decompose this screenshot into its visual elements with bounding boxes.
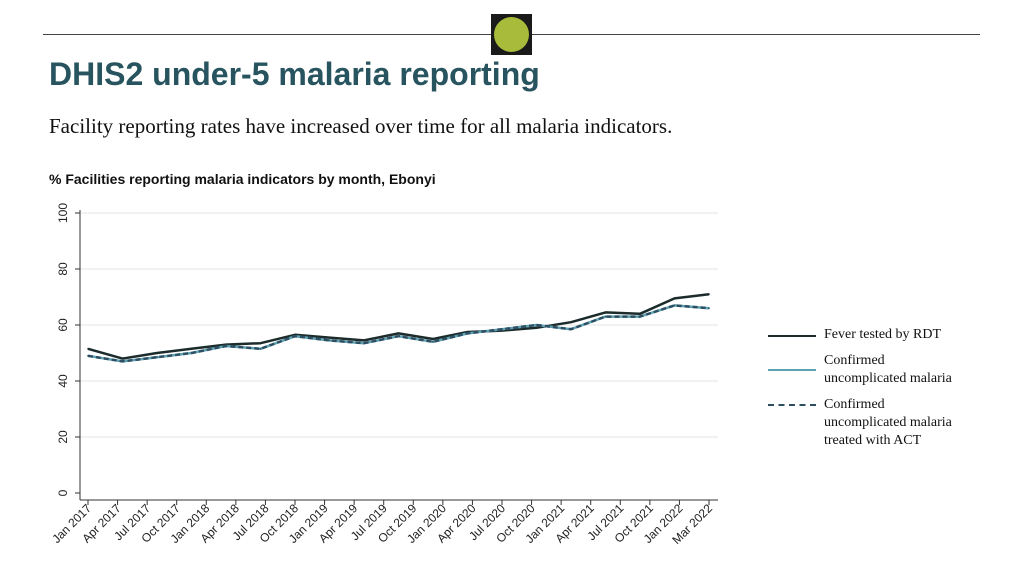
series-1-point bbox=[604, 311, 607, 314]
series-1-point bbox=[397, 332, 400, 335]
legend-item-fever-tested: Fever tested by RDT bbox=[768, 326, 1018, 344]
series-1-point bbox=[570, 321, 572, 324]
series-1-point bbox=[673, 297, 676, 300]
series-3-point bbox=[570, 328, 572, 331]
series-3-point bbox=[397, 335, 400, 338]
series-3-point bbox=[432, 341, 434, 343]
y-tick-label: 20 bbox=[56, 430, 70, 444]
series-3-point bbox=[156, 356, 158, 359]
series-1-point bbox=[121, 357, 124, 360]
chart-title: % Facilities reporting malaria indicator… bbox=[49, 171, 436, 187]
legend-label: Fever tested by RDT bbox=[824, 327, 942, 342]
series-3-point bbox=[294, 335, 296, 338]
logo bbox=[491, 14, 532, 55]
y-tick-label: 0 bbox=[56, 489, 70, 496]
series-1-point bbox=[708, 293, 710, 296]
series-1-point bbox=[156, 352, 158, 354]
series-3-point bbox=[225, 345, 227, 347]
series-3-point bbox=[87, 355, 89, 357]
logo-circle-icon bbox=[494, 17, 529, 52]
y-tick-label: 100 bbox=[56, 203, 70, 223]
y-tick-label: 80 bbox=[56, 262, 70, 276]
series-1-point bbox=[432, 338, 434, 340]
series-3-point bbox=[673, 304, 676, 307]
legend-label: Confirmed uncomplicated malaria bbox=[824, 353, 952, 386]
series-1-point bbox=[190, 348, 193, 350]
page-subtitle: Facility reporting rates have increased … bbox=[49, 114, 673, 138]
y-tick-label: 40 bbox=[56, 374, 70, 388]
series-3-point bbox=[328, 339, 331, 342]
series-3-point bbox=[466, 332, 469, 335]
series-3-point bbox=[639, 315, 641, 318]
y-tick-label: 60 bbox=[56, 318, 70, 332]
series-3-point bbox=[190, 352, 193, 354]
series-line-1 bbox=[87, 292, 710, 360]
series-3-point bbox=[708, 307, 710, 310]
series-1-point bbox=[363, 339, 365, 342]
series-1-point bbox=[639, 313, 641, 315]
legend-swatch-dashed-line bbox=[768, 404, 816, 406]
series-3-point bbox=[259, 348, 262, 350]
chart-legend: Fever tested by RDT Confirmed uncomplica… bbox=[768, 326, 1018, 458]
series-3-point bbox=[501, 328, 503, 331]
legend-item-treated-with-act: Confirmed uncomplicated malaria treated … bbox=[768, 396, 1018, 450]
legend-swatch-line bbox=[768, 369, 816, 371]
series-3-point bbox=[363, 342, 365, 345]
legend-item-confirmed-uncomplicated: Confirmed uncomplicated malaria bbox=[768, 352, 1018, 388]
series-1-point bbox=[535, 327, 538, 329]
legend-label: Confirmed uncomplicated malaria treated … bbox=[824, 397, 952, 448]
series-3-point bbox=[604, 315, 607, 318]
series-1-point bbox=[259, 342, 262, 345]
page-title: DHIS2 under-5 malaria reporting bbox=[49, 56, 540, 92]
series-1-point bbox=[87, 348, 89, 350]
legend-swatch-line bbox=[768, 335, 816, 337]
series-3-point bbox=[121, 360, 124, 363]
series-3-point bbox=[535, 324, 538, 326]
series-1-point bbox=[328, 336, 331, 339]
